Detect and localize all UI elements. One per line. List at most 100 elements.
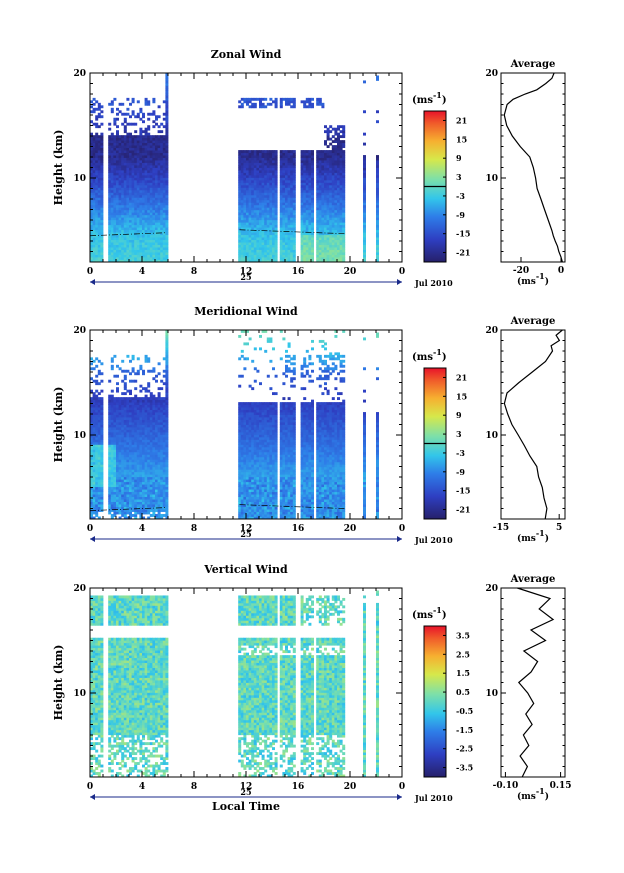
heatmap-cell	[147, 431, 151, 435]
heatmap-cell	[292, 192, 296, 196]
heatmap-cell	[110, 461, 114, 465]
heatmap-cell	[240, 150, 244, 153]
heatmap-cell	[139, 474, 143, 478]
heatmap-cell	[113, 150, 117, 153]
heatmap-cell	[162, 242, 166, 245]
heatmap-cell	[116, 212, 119, 216]
heatmap-cell	[136, 167, 140, 171]
heatmap-cell	[136, 399, 140, 403]
heatmap-cell	[121, 419, 125, 423]
heatmap-cell	[311, 152, 314, 156]
heatmap-cell	[113, 412, 117, 415]
heatmap-cell	[266, 247, 270, 250]
heatmap-cell	[303, 199, 307, 203]
heatmap-cell	[162, 147, 166, 151]
heatmap-cell	[256, 222, 260, 226]
heatmap-cell	[269, 160, 273, 163]
heatmap-cell	[272, 259, 275, 263]
heatmap-cell	[160, 426, 164, 430]
heatmap-cell	[147, 469, 151, 473]
heatmap-cell	[144, 160, 148, 163]
heatmap-cell	[329, 162, 333, 166]
heatmap-cell	[139, 489, 143, 493]
heatmap-cell	[113, 481, 117, 485]
heatmap-cell	[149, 436, 153, 440]
heatmap-cell	[123, 486, 127, 490]
heatmap-cell	[363, 157, 366, 161]
heatmap-cell	[139, 207, 143, 211]
heatmap-cell	[113, 237, 117, 241]
heatmap-cell	[329, 192, 333, 196]
colorbar-tick-label: -21	[456, 248, 470, 258]
heatmap-cell	[123, 177, 127, 181]
heatmap-cell	[157, 189, 161, 193]
heatmap-cell	[256, 199, 260, 203]
heatmap-cell	[108, 441, 112, 445]
heatmap-cell	[287, 204, 291, 208]
heatmap-cell	[131, 162, 135, 166]
heatmap-cell	[155, 414, 158, 418]
heatmap-cell	[136, 404, 140, 408]
heatmap-cell	[269, 212, 273, 216]
heatmap-cell	[118, 214, 122, 218]
heatmap-cell	[149, 481, 153, 485]
heatmap-cell	[240, 259, 244, 263]
heatmap-cell	[139, 484, 143, 488]
heatmap-cell	[282, 237, 286, 241]
heatmap-cell	[149, 237, 153, 241]
heatmap-cell	[136, 464, 140, 468]
heatmap-cell	[95, 494, 99, 498]
heatmap-cell	[329, 160, 333, 163]
heatmap-cell	[134, 501, 138, 505]
heatmap-cell	[157, 514, 161, 517]
heatmap-cell	[95, 426, 99, 430]
heatmap-cell	[149, 194, 153, 198]
heatmap-cell	[290, 162, 294, 166]
heatmap-cell	[121, 222, 125, 226]
heatmap-cell	[266, 244, 270, 248]
heatmap-cell	[324, 249, 327, 253]
heatmap-cell	[157, 476, 161, 480]
heatmap-cell	[290, 202, 294, 206]
heatmap-cell	[287, 212, 291, 216]
heatmap-cell	[131, 209, 135, 213]
heatmap-cell	[266, 162, 270, 166]
heatmap-cell	[149, 214, 153, 218]
heatmap-cell	[139, 434, 143, 438]
heatmap-cell	[282, 207, 286, 211]
heatmap-cell	[97, 239, 101, 243]
heatmap-cell	[337, 237, 340, 241]
heatmap-cell	[100, 105, 104, 109]
heatmap-cell	[318, 192, 322, 196]
heatmap-cell	[329, 242, 333, 245]
heatmap-cell	[240, 244, 244, 248]
heatmap-cell	[300, 259, 304, 263]
heatmap-cell	[126, 204, 130, 208]
heatmap-cell	[155, 219, 158, 223]
heatmap-cell	[272, 239, 275, 243]
heatmap-cell	[121, 184, 125, 188]
heatmap-cell	[123, 219, 127, 223]
heatmap-cell	[100, 155, 104, 158]
heatmap-cell	[155, 474, 158, 478]
heatmap-cell	[152, 232, 156, 236]
heatmap-cell	[95, 239, 99, 243]
heatmap-cell	[110, 419, 114, 423]
heatmap-cell	[259, 222, 262, 226]
heatmap-cell	[134, 252, 138, 255]
heatmap-cell	[100, 372, 104, 376]
heatmap-cell	[246, 174, 249, 178]
heatmap-cell	[253, 197, 257, 201]
heatmap-cell	[290, 244, 294, 248]
heatmap-cell	[113, 207, 117, 211]
heatmap-cell	[326, 237, 330, 241]
heatmap-cell	[160, 489, 164, 493]
heatmap-cell	[155, 237, 158, 241]
heatmap-cell	[155, 402, 158, 406]
heatmap-cell	[157, 219, 161, 223]
heatmap-cell	[123, 377, 127, 381]
heatmap-cell	[290, 97, 294, 101]
heatmap-cell	[259, 219, 262, 223]
heatmap-cell	[311, 242, 314, 245]
heatmap-cell	[272, 162, 275, 166]
